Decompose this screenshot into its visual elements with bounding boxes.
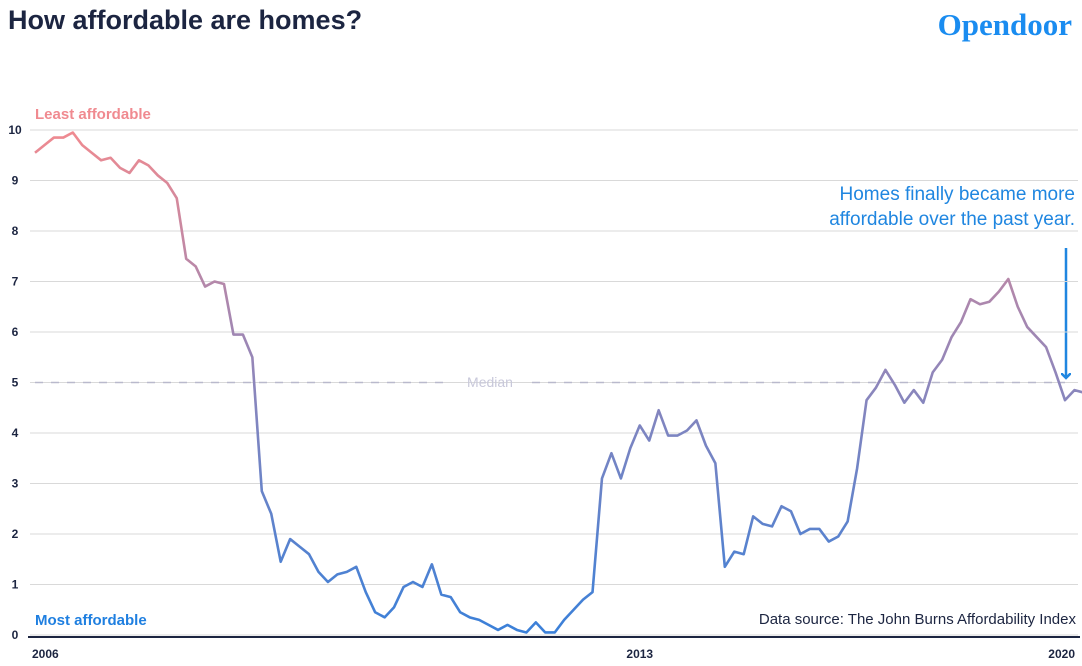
y-tick-label: 8 bbox=[12, 224, 19, 238]
y-tick-label: 1 bbox=[12, 578, 19, 592]
y-tick-label: 2 bbox=[12, 527, 19, 541]
plot-area: 0 1 2 3 4 5 6 7 8 9 10 2006 2013 2020 Median bbox=[8, 123, 1082, 661]
x-tick-label: 2013 bbox=[626, 647, 653, 661]
y-tick-label: 6 bbox=[12, 325, 19, 339]
chart-title: How affordable are homes? bbox=[8, 5, 362, 35]
callout: Homes finally became more bbox=[840, 184, 1075, 205]
callout: affordable over the past year. bbox=[829, 209, 1075, 230]
y-tick-label: 5 bbox=[12, 376, 19, 390]
data-line bbox=[34, 131, 1082, 634]
x-tick-label: 2006 bbox=[32, 647, 59, 661]
brand-logo: Opendoor bbox=[938, 7, 1073, 42]
bottom-label: Most affordable bbox=[35, 612, 147, 629]
y-tick-label: 4 bbox=[12, 426, 19, 440]
y-tick-label: 7 bbox=[12, 275, 19, 289]
source-note: Data source: The John Burns Affordabilit… bbox=[759, 611, 1077, 628]
y-tick-label: 10 bbox=[8, 123, 22, 137]
median-label: Median bbox=[467, 374, 513, 390]
x-tick-label: 2020 bbox=[1048, 647, 1075, 661]
top-label: Least affordable bbox=[35, 106, 151, 123]
y-tick-label: 0 bbox=[12, 628, 19, 642]
y-tick-label: 3 bbox=[12, 477, 19, 491]
y-tick-label: 9 bbox=[12, 174, 19, 188]
